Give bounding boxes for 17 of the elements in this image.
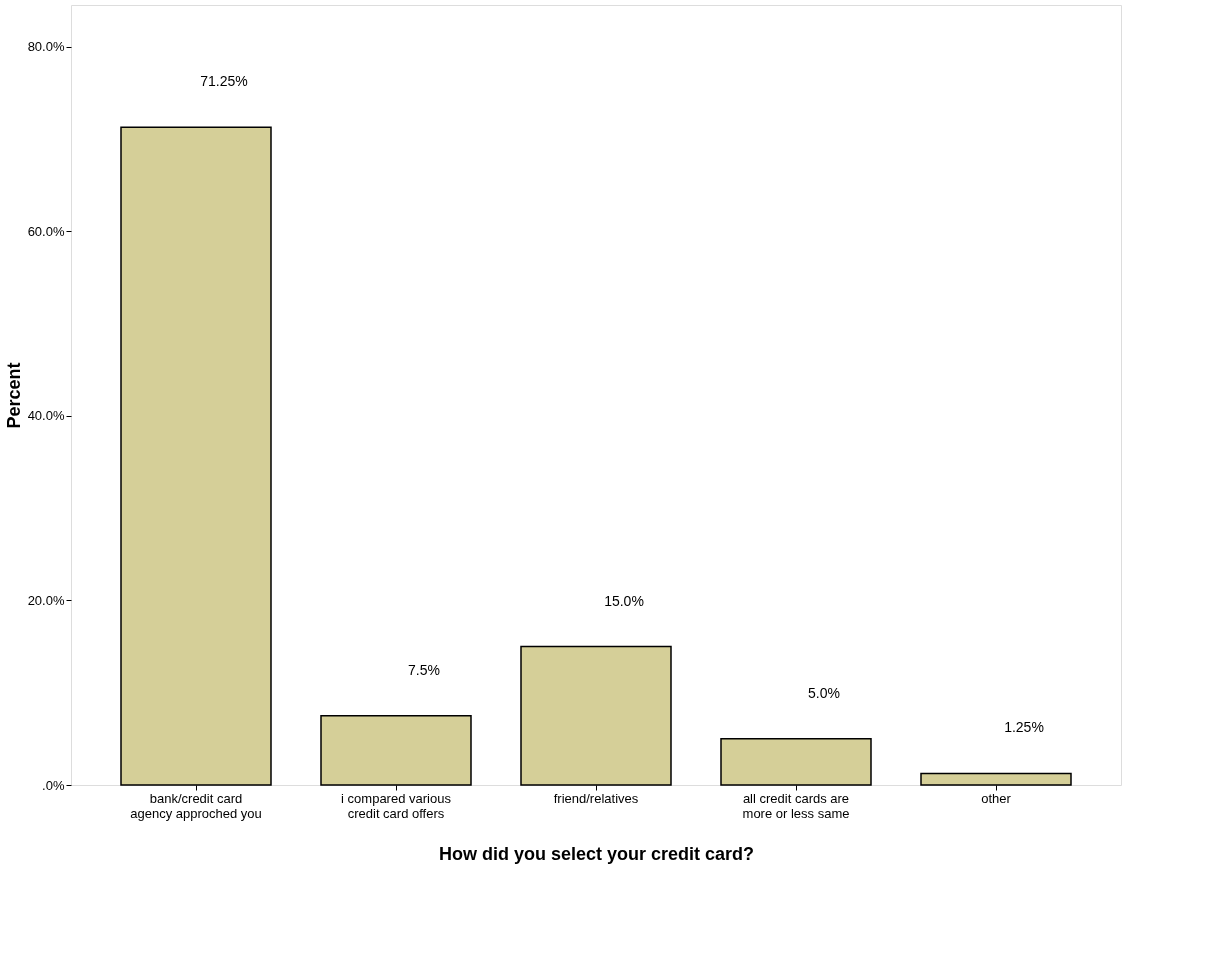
x-tick-label: all credit cards are more or less same: [742, 790, 850, 821]
y-tick-label: .0%: [42, 777, 65, 793]
y-tick-label: 80.0%: [27, 39, 65, 55]
data-label: 71.25%: [200, 73, 248, 90]
y-axis-title: Percent: [3, 362, 24, 429]
data-label: 7.5%: [408, 661, 440, 678]
x-axis-title: How did you select your credit card?: [438, 843, 755, 864]
x-tick-label: other: [981, 790, 1012, 806]
data-label: 15.0%: [604, 592, 644, 609]
y-tick-label: 40.0%: [27, 408, 65, 424]
y-tick-label: 20.0%: [27, 592, 65, 608]
x-tick-label: bank/credit card agency approched you: [130, 790, 262, 821]
data-label: 1.25%: [1004, 719, 1044, 736]
x-tick-label: friend/relatives: [553, 790, 639, 806]
data-label: 5.0%: [808, 684, 840, 701]
y-tick-label: 60.0%: [27, 223, 65, 239]
x-tick-label: i compared various credit card offers: [341, 790, 452, 821]
